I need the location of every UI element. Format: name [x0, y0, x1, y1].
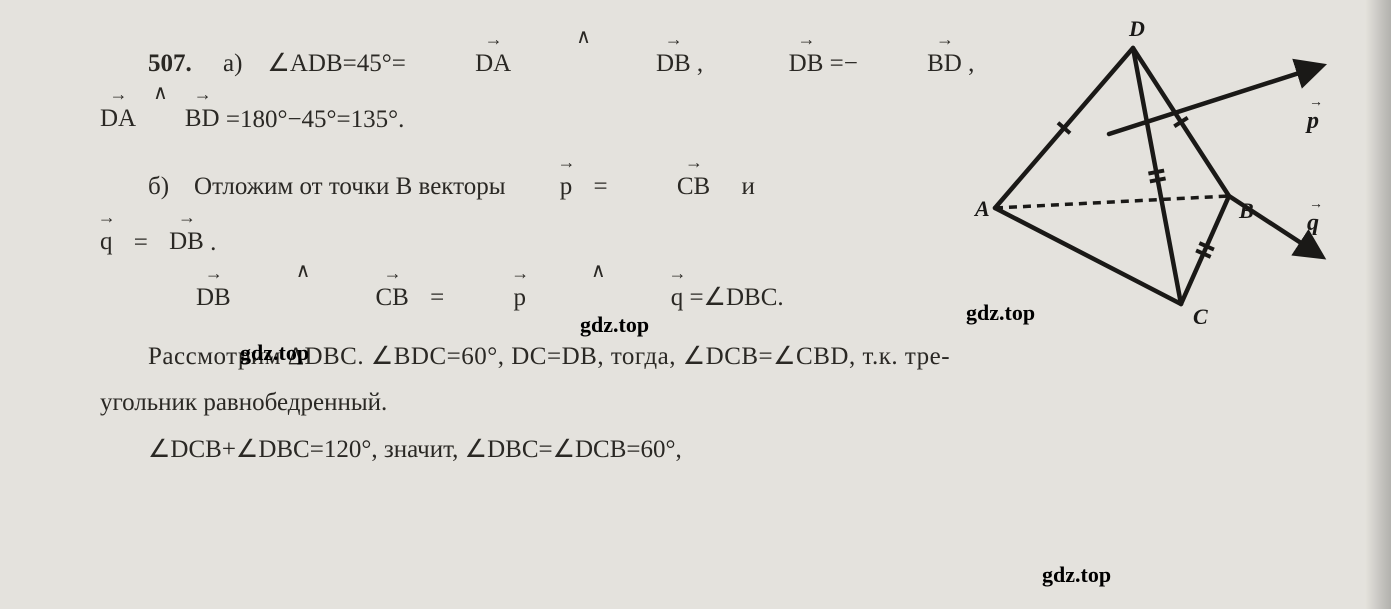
part-b-label: б): [148, 173, 169, 200]
vector-da: DA: [100, 92, 136, 140]
line-4: q = DB .: [100, 215, 860, 263]
page-curl-shadow: [1365, 0, 1391, 609]
part-a-label: а): [223, 50, 242, 77]
line-5: DB CB = p q =∠DBC.: [100, 270, 860, 318]
text-and: и: [741, 173, 754, 200]
angle-marker: [547, 270, 601, 318]
vector-db: DB: [148, 270, 231, 318]
eq-dbc: =∠DBC.: [689, 284, 783, 311]
svg-text:C: C: [1193, 304, 1208, 329]
svg-text:q: q: [1307, 210, 1319, 236]
line-2: DA BD =180°−45°=135°.: [100, 92, 860, 140]
text-column: 507. а) ∠ADB=45°= DA DB , DB =− BD , DA: [100, 36, 860, 318]
angle-marker: [157, 92, 163, 140]
line-3: б) Отложим от точки В векторы p = CB и: [100, 159, 860, 207]
vector-cb: CB: [327, 270, 408, 318]
equals: =: [594, 173, 608, 200]
svg-text:A: A: [973, 196, 990, 221]
eq-neg: =−: [830, 50, 858, 77]
watermark: gdz.top: [1042, 558, 1111, 592]
vector-cb: CB: [629, 159, 710, 207]
text-otlozhim: Отложим от точки В векторы: [194, 173, 512, 200]
vector-q: q: [100, 215, 113, 263]
problem-number: 507.: [148, 50, 192, 77]
line-1: 507. а) ∠ADB=45°= DA DB , DB =− BD ,: [100, 36, 860, 84]
angle-marker: [252, 270, 306, 318]
diagram-svg: ABCDp→q→: [971, 18, 1331, 338]
page-scan: 507. а) ∠ADB=45°= DA DB , DB =− BD , DA: [0, 0, 1391, 609]
line-8: ∠DCB+∠DBC=120°, значит, ∠DBC=∠DCB=60°,: [100, 431, 1335, 470]
vector-db: DB: [169, 215, 204, 263]
vector-bd: BD: [879, 36, 962, 84]
angle-marker: [532, 36, 586, 84]
equals: =: [430, 284, 444, 311]
svg-text:p: p: [1305, 108, 1319, 134]
period: .: [210, 228, 216, 255]
equals: =: [134, 228, 148, 255]
eq-135: =180°−45°=135°.: [226, 105, 405, 132]
geometry-diagram: ABCDp→q→: [971, 18, 1331, 358]
comma: ,: [697, 50, 703, 77]
vector-db: DB: [608, 36, 691, 84]
eq-adb: ∠ADB=45°=: [267, 50, 405, 77]
svg-text:B: B: [1238, 198, 1254, 223]
vector-db-2: DB: [741, 36, 824, 84]
vector-p: p: [512, 159, 573, 207]
vector-da: DA: [427, 36, 511, 84]
svg-text:→: →: [1309, 197, 1323, 212]
line-7: угольник равнобедренный.: [100, 384, 1335, 423]
svg-text:D: D: [1128, 18, 1145, 41]
vector-p: p: [465, 270, 526, 318]
vector-bd: BD: [185, 92, 220, 140]
vector-q: q: [623, 270, 684, 318]
svg-text:→: →: [1309, 95, 1323, 110]
